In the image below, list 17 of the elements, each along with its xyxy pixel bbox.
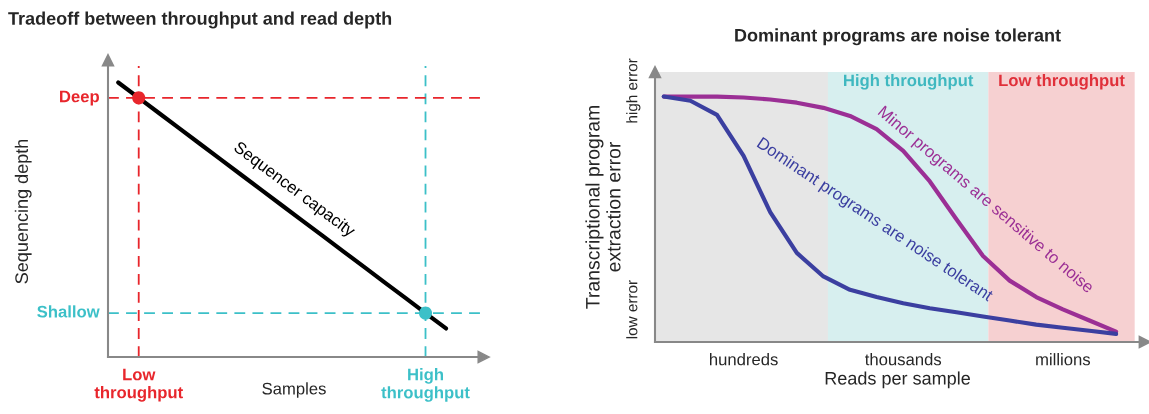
y-axis-title: Sequencing depth — [14, 139, 32, 284]
x-tick-label: Low throughput — [94, 368, 183, 402]
y-axis-title: Transcriptional program extraction error — [585, 105, 621, 309]
chart-title: Tradeoff between throughput and read depth — [8, 11, 392, 29]
x-axis-title: Reads per sample — [825, 371, 970, 389]
ref-line-label: Shallow — [37, 305, 100, 318]
text: Low throughput — [999, 74, 1125, 90]
ref-line-label: Deep — [60, 90, 99, 106]
x-axis-title: Samples — [262, 382, 326, 398]
text: High throughput — [844, 74, 974, 90]
x-tick-label: High throughput — [381, 368, 470, 402]
x-tick-label: thousands — [865, 353, 942, 366]
x-tick-label: hundreds — [710, 353, 778, 366]
text: low error — [626, 280, 638, 339]
text: high error — [626, 58, 641, 123]
x-tick-label: millions — [1036, 353, 1091, 366]
chart-title: Dominant programs are noise tolerant — [735, 28, 1061, 46]
